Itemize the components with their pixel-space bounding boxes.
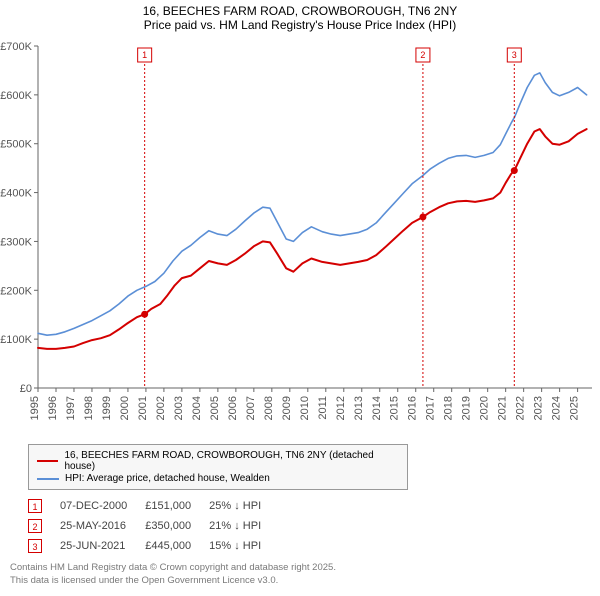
svg-text:2000: 2000 [119, 396, 131, 420]
title-line-1: 16, BEECHES FARM ROAD, CROWBOROUGH, TN6 … [8, 4, 592, 18]
chart-svg: £0 £100K £200K £300K £400K £500K £600K £700K 199… [0, 38, 600, 438]
legend-label: HPI: Average price, detached house, Weal… [65, 473, 270, 484]
license-text: Contains HM Land Registry data © Crown c… [10, 562, 590, 588]
legend-swatch [37, 460, 58, 462]
figure-container: 16, BEECHES FARM ROAD, CROWBOROUGH, TN6 … [0, 0, 600, 588]
event-price: £445,000 [145, 536, 209, 556]
event-price: £151,000 [145, 496, 209, 516]
event-diff: 15% ↓ HPI [209, 536, 279, 556]
svg-text:2020: 2020 [479, 396, 491, 420]
event-date: 07-DEC-2000 [60, 496, 145, 516]
svg-text:2018: 2018 [443, 396, 455, 420]
svg-text:2016: 2016 [407, 396, 419, 420]
svg-text:2007: 2007 [245, 396, 257, 420]
svg-text:2022: 2022 [515, 396, 527, 420]
svg-text:1: 1 [142, 50, 147, 60]
svg-text:2017: 2017 [425, 396, 437, 420]
svg-text:£700K: £700K [0, 41, 32, 53]
events-table: 1 07-DEC-2000£151,00025% ↓ HPI 2 25-MAY-201… [28, 496, 590, 556]
svg-text:£0: £0 [20, 383, 32, 395]
svg-text:2009: 2009 [281, 396, 293, 420]
svg-text:2001: 2001 [137, 396, 149, 420]
event-num-box: 2 [28, 519, 42, 533]
svg-text:2002: 2002 [155, 396, 167, 420]
svg-text:2013: 2013 [353, 396, 365, 420]
svg-text:2010: 2010 [299, 396, 311, 420]
event-row: 1 07-DEC-2000£151,00025% ↓ HPI [28, 496, 279, 516]
svg-text:1998: 1998 [83, 396, 95, 420]
event-row: 3 25-JUN-2021£445,00015% ↓ HPI [28, 536, 279, 556]
svg-text:£400K: £400K [0, 188, 32, 200]
svg-text:2004: 2004 [191, 396, 203, 420]
event-num-box: 1 [28, 499, 42, 513]
svg-text:2011: 2011 [317, 396, 329, 420]
event-date: 25-JUN-2021 [60, 536, 145, 556]
svg-text:2021: 2021 [497, 396, 509, 420]
title-line-2: Price paid vs. HM Land Registry's House … [8, 18, 592, 32]
svg-text:2: 2 [420, 50, 425, 60]
svg-text:2019: 2019 [461, 396, 473, 420]
legend-row: HPI: Average price, detached house, Weal… [37, 473, 399, 484]
svg-text:2012: 2012 [335, 396, 347, 420]
event-diff: 21% ↓ HPI [209, 516, 279, 536]
event-diff: 25% ↓ HPI [209, 496, 279, 516]
legend-label: 16, BEECHES FARM ROAD, CROWBOROUGH, TN6 … [64, 450, 399, 472]
svg-text:2006: 2006 [227, 396, 239, 420]
license-line-2: This data is licensed under the Open Gov… [10, 575, 590, 588]
svg-text:£300K: £300K [0, 236, 32, 248]
svg-text:£500K: £500K [0, 139, 32, 151]
event-num-box: 3 [28, 539, 42, 553]
event-price: £350,000 [145, 516, 209, 536]
svg-text:2024: 2024 [551, 396, 563, 420]
svg-text:£200K: £200K [0, 285, 32, 297]
svg-text:2008: 2008 [263, 396, 275, 420]
svg-text:2003: 2003 [173, 396, 185, 420]
svg-text:£600K: £600K [0, 90, 32, 102]
svg-text:£100K: £100K [0, 334, 32, 346]
chart-area: £0 £100K £200K £300K £400K £500K £600K £700K 199… [0, 38, 600, 438]
svg-text:1995: 1995 [29, 396, 41, 420]
event-date: 25-MAY-2016 [60, 516, 145, 536]
legend-swatch [37, 478, 59, 480]
svg-text:2025: 2025 [569, 396, 581, 420]
event-row: 2 25-MAY-2016£350,00021% ↓ HPI [28, 516, 279, 536]
svg-text:3: 3 [512, 50, 517, 60]
title-block: 16, BEECHES FARM ROAD, CROWBOROUGH, TN6 … [0, 0, 600, 38]
svg-text:2005: 2005 [209, 396, 221, 420]
svg-text:2014: 2014 [371, 396, 383, 420]
svg-text:1997: 1997 [65, 396, 77, 420]
svg-text:1999: 1999 [101, 396, 113, 420]
legend-row: 16, BEECHES FARM ROAD, CROWBOROUGH, TN6 … [37, 450, 399, 472]
svg-text:2015: 2015 [389, 396, 401, 420]
svg-text:2023: 2023 [533, 396, 545, 420]
legend: 16, BEECHES FARM ROAD, CROWBOROUGH, TN6 … [28, 444, 408, 490]
svg-text:1996: 1996 [47, 396, 59, 420]
license-line-1: Contains HM Land Registry data © Crown c… [10, 562, 590, 575]
